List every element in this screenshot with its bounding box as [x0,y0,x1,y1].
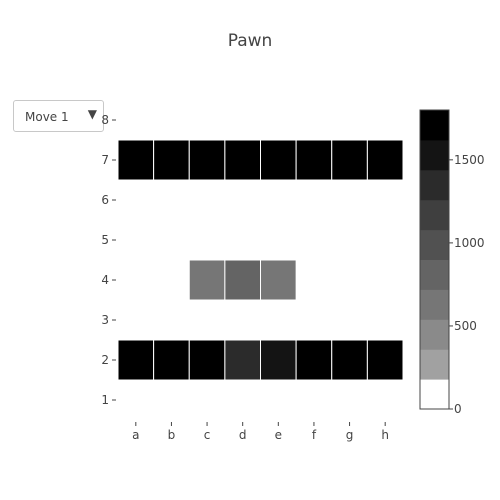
heatmap-cell-b2 [153,339,190,381]
x-tick-label: e [275,428,282,442]
y-tick-label: 2 [101,353,109,367]
heatmap-cell-c7 [188,139,226,181]
move-dropdown[interactable]: Move 1 ▼ [13,100,104,132]
heatmap-cell-a2 [117,339,155,381]
heatmap-cell-c2 [188,339,226,381]
y-tick-label: 8 [101,113,109,127]
heatmap-cell-c4 [188,259,226,301]
colorbar-tick-label: 1000 [454,236,485,250]
heatmap-cell-d4 [224,259,261,301]
heatmap-cell-h2 [366,339,404,381]
heatmap-cell-g2 [331,339,368,381]
colorbar-segment [420,259,449,290]
colorbar-segment [420,349,449,380]
colorbar-segment [420,139,449,171]
x-tick-label: d [239,428,247,442]
x-tick-label: g [346,428,354,442]
heatmap-cells [117,139,404,381]
heatmap-cell-g7 [331,139,368,181]
colorbar-segment [420,229,449,260]
y-tick-label: 4 [101,273,109,287]
y-tick-label: 5 [101,233,109,247]
heatmap-cell-e4 [260,259,297,301]
colorbar-segment [420,110,449,141]
colorbar-outline [419,109,450,410]
colorbar-segment [420,319,449,350]
y-tick-label: 6 [101,193,109,207]
move-dropdown-label: Move 1 [25,110,69,124]
y-axis: 1 2 3 4 5 6 7 8 [101,113,116,407]
y-tick-label: 3 [101,313,109,327]
x-tick-label: a [132,428,139,442]
heatmap-cell-h7 [366,139,404,181]
heatmap-cell-d7 [224,139,261,181]
colorbar-tick-label: 0 [454,402,462,416]
chart-title: Pawn [227,31,273,51]
heatmap-cell-e7 [260,139,297,181]
colorbar: 0 500 1000 1500 [419,109,485,416]
y-tick-label: 7 [101,153,109,167]
heatmap-cell-f7 [295,139,333,181]
colorbar-segment [420,199,449,231]
heatmap-cell-e2 [260,339,297,381]
colorbar-segment [420,379,449,410]
y-tick-label: 1 [101,393,109,407]
heatmap-cell-f2 [295,339,333,381]
x-tick-label: h [381,428,389,442]
colorbar-tick-label: 500 [454,319,477,333]
heatmap-cell-a7 [117,139,155,181]
x-tick-label: f [312,428,317,442]
chevron-down-icon: ▼ [87,107,97,121]
colorbar-tick-label: 1500 [454,153,485,167]
colorbar-segment [420,169,449,201]
x-tick-label: b [168,428,176,442]
x-tick-label: c [204,428,211,442]
heatmap-cell-b7 [153,139,190,181]
x-axis: a b c d e f g h [132,422,389,442]
colorbar-segment [420,289,449,320]
heatmap-cell-d2 [224,339,261,381]
